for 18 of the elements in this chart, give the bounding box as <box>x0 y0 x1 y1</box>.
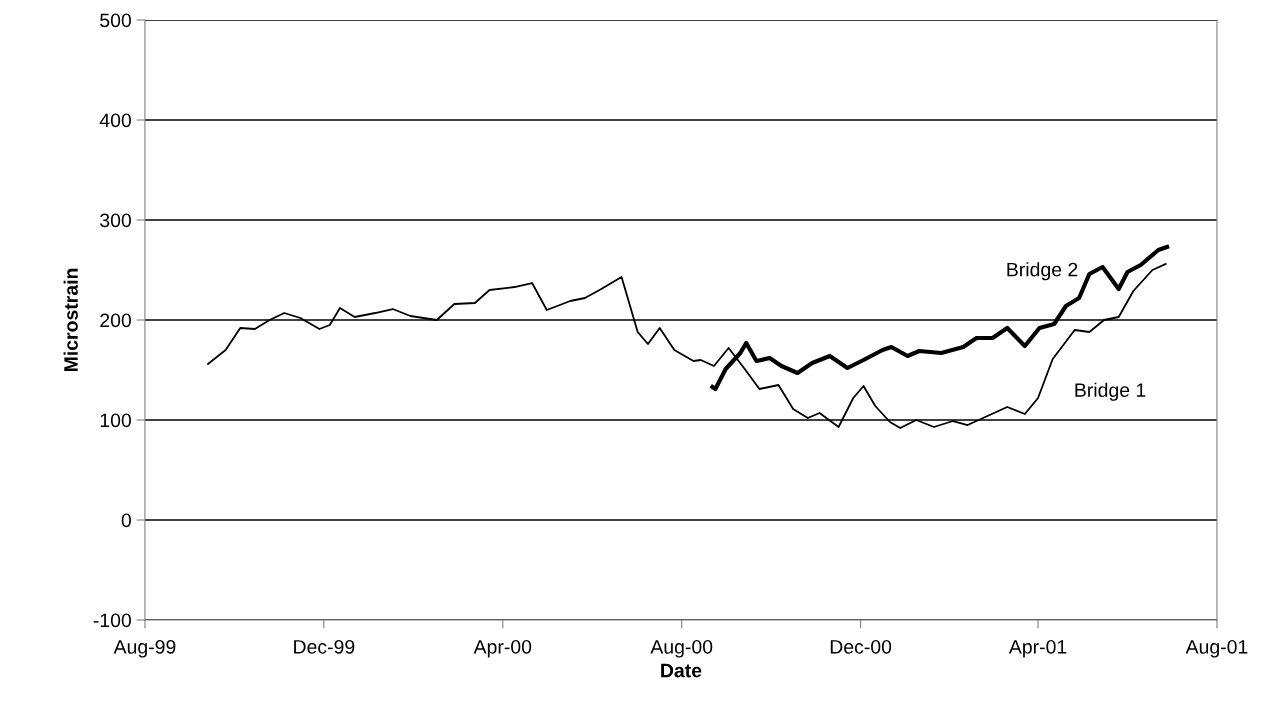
x-tick-label: Apr-00 <box>473 639 532 658</box>
x-tick-label: Aug-00 <box>650 639 713 658</box>
x-tick-label: Dec-99 <box>294 639 355 654</box>
x-axis-title: Date <box>661 663 702 678</box>
y-axis-title: Microstrain <box>63 268 78 372</box>
y-tick-label: 400 <box>99 113 131 128</box>
y-tick-label: 300 <box>100 213 131 228</box>
y-tick-label: 0 <box>121 513 131 528</box>
y-tick-label: 100 <box>100 413 131 428</box>
series-label: Bridge 2 <box>1007 262 1078 281</box>
y-tick-label: 500 <box>100 13 131 28</box>
x-tick-label: Apr-01 <box>1008 639 1067 658</box>
x-tick-label: Aug-01 <box>1185 639 1248 658</box>
x-tick-label: Aug-99 <box>113 639 176 658</box>
series-label: Bridge 1 <box>1075 382 1146 401</box>
x-tick-label: Dec-00 <box>830 639 892 654</box>
y-tick-label: 200 <box>100 313 131 328</box>
y-tick-label: -100 <box>93 613 131 628</box>
